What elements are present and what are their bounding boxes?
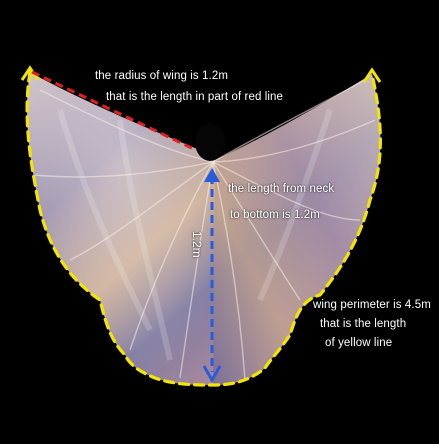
neck-to-bottom-arrow-icon	[202, 168, 222, 384]
perimeter-line	[25, 70, 382, 387]
perimeter-label-line1: wing perimeter is 4.5m	[313, 299, 431, 311]
neck-label-line1: the length from neck	[228, 183, 335, 195]
radius-label-line1: the radius of wing is 1.2m	[95, 70, 228, 82]
neck-label-line2: to bottom is 1.2m	[230, 209, 320, 221]
wing-shape	[27, 72, 381, 385]
perimeter-arrowhead-right-icon	[362, 67, 382, 83]
perimeter-arrowhead-left-icon	[20, 65, 40, 81]
radius-line	[31, 70, 197, 152]
perimeter-label-line3: of yellow line	[325, 337, 393, 349]
perimeter-label-line2: that is the length	[320, 318, 407, 330]
model-head	[195, 123, 225, 161]
vertical-measure-label: 1.2m	[190, 231, 204, 258]
radius-label-line2: that is the length in part of red line	[106, 91, 284, 103]
